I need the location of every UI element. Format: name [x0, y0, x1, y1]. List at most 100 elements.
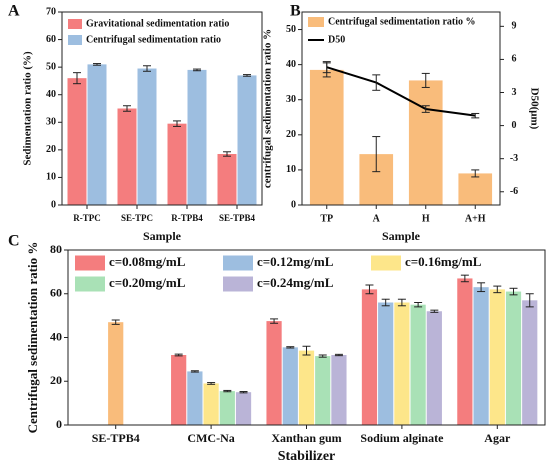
panel-letter: B — [290, 3, 301, 20]
x-tick-label: R-TPC — [73, 213, 101, 223]
y2-axis-label: D50(μm) — [528, 88, 540, 130]
bar — [137, 68, 157, 206]
y2-tick-label: 6 — [512, 54, 517, 65]
x-tick-label: TP — [320, 213, 333, 224]
legend-label: c=0.20mg/mL — [109, 275, 186, 290]
y2-tick-label: 9 — [512, 21, 517, 32]
bar — [219, 391, 235, 425]
legend-swatch — [223, 255, 253, 271]
bar — [266, 321, 282, 425]
bar — [457, 278, 473, 425]
bar — [331, 355, 347, 425]
x-axis-label: Sample — [382, 229, 421, 243]
y-tick-label: 30 — [46, 117, 56, 128]
bar — [473, 287, 489, 425]
y-tick-label: 20 — [46, 144, 56, 155]
bar — [298, 350, 315, 425]
legend-swatch — [308, 17, 324, 27]
y-tick-label: 40 — [50, 329, 62, 343]
y-tick-label: 0 — [51, 199, 56, 210]
legend-label: D50 — [328, 34, 345, 45]
x-axis-label: Sample — [143, 229, 182, 243]
y-axis-label: centrifugal sedimentation ratio % — [262, 29, 274, 188]
bar — [237, 75, 257, 206]
plot-frame — [61, 11, 263, 206]
bar — [217, 153, 237, 205]
y-tick-label: 70 — [46, 6, 56, 17]
x-tick-label: Xanthan gum — [271, 431, 341, 445]
legend-swatch — [68, 19, 82, 29]
y-tick-label: 50 — [286, 24, 296, 35]
bar — [171, 355, 187, 425]
y-axis-label: Centrifugal sedimentation ratio % — [25, 242, 40, 434]
bar — [426, 311, 442, 425]
bar — [67, 78, 87, 205]
y-tick-label: 10 — [46, 172, 56, 183]
y-tick-label: 40 — [286, 59, 296, 70]
y-tick-label: 50 — [46, 61, 56, 72]
x-axis-label: Stabilizer — [278, 449, 336, 464]
legend-label: c=0.12mg/mL — [257, 254, 334, 269]
y-axis-label: Sedimentation ratio (%) — [22, 51, 34, 166]
bar — [235, 392, 252, 425]
legend-swatch — [75, 255, 105, 271]
y-tick-label: 10 — [286, 164, 296, 175]
x-tick-label: Sodium alginate — [360, 431, 444, 445]
y-tick-label: 0 — [56, 417, 62, 431]
bar — [410, 304, 426, 425]
y-tick-label: 80 — [50, 242, 62, 256]
panel-letter: A — [8, 3, 20, 20]
line — [326, 66, 476, 117]
bar — [282, 347, 298, 425]
x-tick-label: H — [422, 213, 430, 224]
legend-swatch — [371, 255, 401, 271]
legend-swatch — [75, 276, 105, 292]
bar — [505, 291, 522, 425]
y2-tick-label: 3 — [512, 87, 517, 98]
bar — [394, 302, 410, 425]
bar — [522, 300, 538, 425]
x-tick-label: A — [373, 213, 381, 224]
bar — [187, 371, 203, 425]
y-tick-label: 20 — [50, 373, 62, 387]
y-tick-label: 30 — [286, 94, 296, 105]
y-tick-label: 40 — [46, 89, 56, 100]
legend-swatch — [68, 35, 82, 45]
bar — [108, 322, 124, 425]
bar — [187, 69, 207, 206]
bar — [458, 173, 493, 205]
y-tick-label: 0 — [291, 199, 296, 210]
x-tick-label: SE-TPB4 — [92, 431, 140, 445]
bar — [87, 64, 107, 205]
bar — [309, 69, 344, 206]
y2-tick-label: 0 — [512, 120, 517, 131]
legend-label: Gravitational sedimentation ratio — [86, 18, 229, 29]
x-tick-label: SE-TPC — [121, 213, 153, 223]
bar — [117, 108, 137, 205]
bar — [361, 289, 378, 425]
legend-label: Centrifugal sedimentation ratio — [86, 34, 221, 45]
x-tick-label: SE-TPB4 — [219, 213, 256, 223]
x-tick-label: Agar — [484, 431, 511, 445]
legend-label: Centrifugal sedimentation ratio % — [328, 16, 476, 27]
legend-label: c=0.08mg/mL — [109, 254, 186, 269]
plot-frame — [67, 249, 546, 426]
legend-label: c=0.24mg/mL — [257, 275, 334, 290]
legend-swatch — [223, 276, 253, 292]
bar — [203, 383, 219, 425]
y-tick-label: 60 — [50, 286, 62, 300]
bar — [315, 356, 331, 425]
y2-tick-label: -6 — [510, 186, 518, 197]
y-tick-label: 20 — [286, 129, 296, 140]
plot-frame — [301, 11, 501, 206]
bar — [489, 289, 505, 425]
bar — [408, 80, 443, 205]
y-tick-label: 60 — [46, 34, 56, 45]
x-tick-label: R-TPB4 — [171, 213, 203, 223]
y2-tick-label: -3 — [510, 153, 518, 164]
bar — [378, 302, 394, 425]
legend-label: c=0.16mg/mL — [405, 254, 482, 269]
bar — [167, 123, 187, 205]
x-tick-label: A+H — [465, 213, 486, 224]
